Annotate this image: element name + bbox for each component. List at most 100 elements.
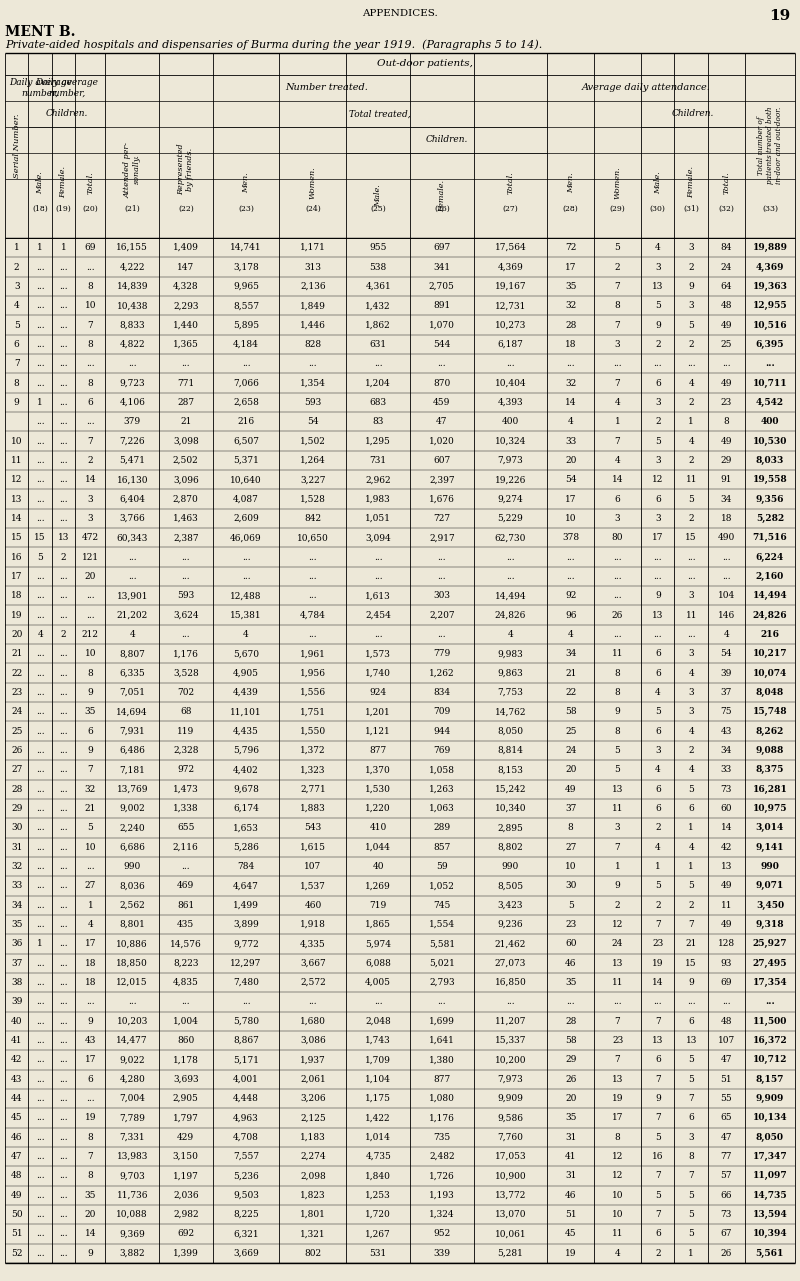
Text: 1,323: 1,323: [300, 765, 326, 774]
Text: 30: 30: [11, 824, 22, 833]
Text: 9,965: 9,965: [233, 282, 259, 291]
Text: 2,609: 2,609: [233, 514, 259, 523]
Text: ...: ...: [59, 379, 68, 388]
Text: 6: 6: [655, 726, 661, 735]
Text: 2: 2: [655, 418, 661, 427]
Text: 146: 146: [718, 611, 735, 620]
Text: 21: 21: [85, 804, 96, 813]
Text: 1,263: 1,263: [429, 785, 454, 794]
Text: 48: 48: [721, 301, 732, 310]
Text: 10,640: 10,640: [230, 475, 262, 484]
Text: (19): (19): [56, 205, 71, 213]
Text: 21: 21: [180, 418, 191, 427]
Text: 47: 47: [721, 1132, 732, 1141]
Text: 55: 55: [721, 1094, 732, 1103]
Text: 34: 34: [565, 649, 577, 658]
Text: ...: ...: [182, 359, 190, 368]
Text: 731: 731: [370, 456, 387, 465]
Text: 18,850: 18,850: [116, 958, 148, 967]
Text: ...: ...: [86, 418, 94, 427]
Text: ...: ...: [654, 571, 662, 582]
Text: (24): (24): [305, 205, 321, 213]
Text: 2,962: 2,962: [366, 475, 391, 484]
Text: 11,207: 11,207: [494, 1017, 526, 1026]
Text: 303: 303: [434, 592, 450, 601]
Text: 43: 43: [85, 1036, 96, 1045]
Text: 7: 7: [87, 320, 94, 329]
Text: 72: 72: [565, 243, 577, 252]
Text: 43: 43: [11, 1075, 22, 1084]
Text: 5,229: 5,229: [498, 514, 523, 523]
Text: ...: ...: [59, 804, 68, 813]
Text: 5,670: 5,670: [233, 649, 259, 658]
Text: ...: ...: [59, 746, 68, 755]
Text: 21: 21: [686, 939, 697, 948]
Text: 4: 4: [568, 418, 574, 427]
Text: 8,807: 8,807: [119, 649, 145, 658]
Text: 4,784: 4,784: [300, 611, 326, 620]
Text: 35: 35: [11, 920, 22, 929]
Text: 2,116: 2,116: [173, 843, 198, 852]
Text: 4,335: 4,335: [300, 939, 326, 948]
Text: ...: ...: [36, 379, 45, 388]
Text: 8: 8: [87, 1132, 94, 1141]
Text: 16,372: 16,372: [753, 1036, 787, 1045]
Text: 1,264: 1,264: [300, 456, 326, 465]
Text: 35: 35: [85, 1191, 96, 1200]
Text: 10,217: 10,217: [753, 649, 787, 658]
Text: ...: ...: [506, 552, 514, 561]
Text: 1,121: 1,121: [366, 726, 391, 735]
Text: ...: ...: [614, 552, 622, 561]
Text: 870: 870: [434, 379, 450, 388]
Text: ...: ...: [59, 282, 68, 291]
Text: 4: 4: [688, 765, 694, 774]
Text: 19: 19: [612, 1094, 623, 1103]
Text: 9,088: 9,088: [756, 746, 784, 755]
Text: 5: 5: [614, 746, 621, 755]
Text: 10: 10: [11, 437, 22, 446]
Text: Female.: Female.: [687, 167, 695, 199]
Text: 20: 20: [565, 765, 577, 774]
Text: 7: 7: [87, 765, 94, 774]
Text: 3,150: 3,150: [173, 1152, 198, 1161]
Text: ...: ...: [309, 571, 318, 582]
Text: 10,404: 10,404: [494, 379, 526, 388]
Text: 6,404: 6,404: [119, 494, 145, 503]
Text: 19: 19: [652, 958, 663, 967]
Text: 1,262: 1,262: [429, 669, 454, 678]
Text: 1,020: 1,020: [429, 437, 454, 446]
Text: Male.: Male.: [36, 172, 44, 193]
Text: 8,225: 8,225: [233, 1211, 259, 1220]
Text: 1,380: 1,380: [429, 1056, 454, 1065]
Text: ...: ...: [59, 494, 68, 503]
Text: 8: 8: [568, 824, 574, 833]
Text: ...: ...: [36, 263, 45, 272]
Text: 16,130: 16,130: [117, 475, 148, 484]
Text: 1,883: 1,883: [300, 804, 326, 813]
Text: 877: 877: [434, 1075, 450, 1084]
Text: 11,101: 11,101: [230, 707, 262, 716]
Text: (31): (31): [683, 205, 699, 213]
Text: 5,282: 5,282: [756, 514, 784, 523]
Text: 27: 27: [85, 881, 96, 890]
Text: 2: 2: [61, 552, 66, 561]
Text: 7: 7: [614, 320, 621, 329]
Text: 11: 11: [686, 475, 697, 484]
Text: Men.: Men.: [242, 172, 250, 193]
Text: 23: 23: [612, 1036, 623, 1045]
Text: 2,061: 2,061: [300, 1075, 326, 1084]
Text: 400: 400: [761, 418, 779, 427]
Text: 10: 10: [612, 1191, 623, 1200]
Text: 2,562: 2,562: [119, 901, 145, 910]
Text: 2,387: 2,387: [173, 533, 198, 542]
Text: 8,262: 8,262: [756, 726, 784, 735]
Text: 3: 3: [689, 301, 694, 310]
Text: Children.: Children.: [426, 136, 468, 145]
Text: ...: ...: [614, 359, 622, 368]
Text: 2,240: 2,240: [119, 824, 145, 833]
Text: 29: 29: [11, 804, 22, 813]
Text: 8: 8: [614, 688, 621, 697]
Text: (26): (26): [434, 205, 450, 213]
Text: ...: ...: [59, 1036, 68, 1045]
Text: 410: 410: [370, 824, 387, 833]
